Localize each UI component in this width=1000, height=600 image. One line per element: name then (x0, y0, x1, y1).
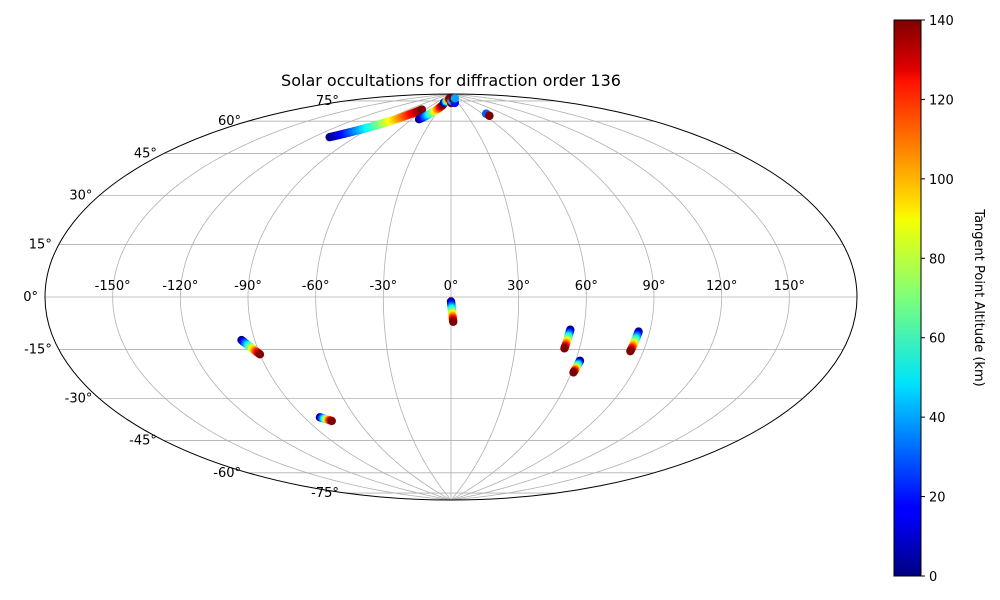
longitude-tick-label: -30° (369, 279, 397, 294)
longitude-tick-label: 30° (507, 279, 530, 294)
longitude-tick-label: 60° (575, 279, 598, 294)
longitude-gridline (247, 94, 452, 500)
latitude-tick-label: -60° (213, 466, 241, 481)
map-area: -150° -120° -90° -60° -30° 0° 30° 60° 90° 120° 150… (23, 93, 858, 501)
occultation-point (450, 94, 460, 103)
longitude-gridline (179, 94, 452, 500)
latitude-tick-labels: -75° -60° -45° -30° -15° 0° 15° 30° 45° 60° 75° (23, 94, 339, 501)
occultation-track (446, 297, 458, 327)
longitude-tick-label: -60° (302, 279, 330, 294)
map-outline (44, 93, 858, 501)
longitude-tick-label: 0° (444, 279, 459, 294)
colorbar-tick-label: 120 (929, 93, 954, 108)
latitude-tick-label: 45° (134, 146, 157, 161)
longitude-tick-label: 150° (774, 279, 805, 294)
longitude-tick-label: 120° (706, 279, 737, 294)
colorbar-tick-label: 60 (929, 332, 946, 347)
longitude-gridline (112, 94, 452, 500)
latitude-tick-label: -75° (311, 486, 339, 501)
colorbar-gradient (893, 19, 922, 577)
latitude-tick-label: -45° (129, 434, 157, 449)
occultation-point (626, 346, 635, 356)
longitude-tick-labels: -150° -120° -90° -60° -30° 0° 30° 60° 90° 120° 150… (95, 279, 805, 294)
occultation-point (255, 350, 265, 359)
longitude-tick-label: 90° (642, 279, 665, 294)
longitude-gridline (450, 94, 655, 500)
colorbar-ticks: 0 20 40 60 80 100 120 140 (921, 14, 954, 585)
occultation-track (569, 356, 585, 377)
longitude-gridline (450, 94, 723, 500)
occultation-track (325, 105, 427, 142)
colorbar-tick-label: 140 (929, 14, 954, 29)
latitude-tick-label: -30° (65, 392, 93, 407)
colorbar-tick-label: 0 (929, 570, 937, 585)
colorbar: 0 20 40 60 80 100 120 140 Tangent Point Altitud… (893, 14, 986, 585)
latitude-tick-label: 15° (29, 237, 52, 252)
longitude-gridline (450, 94, 520, 500)
colorbar-tick-label: 40 (929, 411, 946, 426)
colorbar-tick-label: 100 (929, 173, 954, 188)
colorbar-tick-label: 80 (929, 252, 946, 267)
occultation-point (417, 105, 427, 114)
chart-title: Solar occultations for diffraction order… (281, 71, 621, 90)
occultation-track (414, 100, 448, 124)
longitude-tick-label: -120° (162, 279, 198, 294)
latitude-tick-label: 0° (23, 290, 38, 305)
occultation-point (485, 111, 494, 120)
occultation-track (237, 335, 265, 359)
latitude-tick-label: -15° (24, 343, 52, 358)
longitude-gridline (315, 94, 452, 500)
occultation-track (315, 413, 336, 426)
longitude-gridline (382, 94, 452, 500)
occultation-point (327, 416, 336, 426)
occultation-point (560, 344, 569, 353)
graticule (45, 94, 857, 500)
longitude-tick-label: -90° (234, 279, 262, 294)
occultation-points (237, 94, 643, 426)
longitude-tick-label: -150° (95, 279, 131, 294)
colorbar-label: Tangent Point Altitude (km) (971, 208, 986, 386)
longitude-gridline (450, 94, 587, 500)
occultation-track (560, 325, 575, 353)
colorbar-tick-label: 20 (929, 491, 946, 506)
latitude-tick-label: 30° (69, 189, 92, 204)
latitude-tick-label: 60° (218, 114, 241, 129)
occultation-point (569, 368, 578, 377)
occultation-track (485, 111, 494, 120)
occultation-track (449, 94, 460, 103)
longitude-gridline (450, 94, 790, 500)
occultation-point (449, 317, 458, 327)
latitude-tick-label: 75° (316, 94, 339, 109)
occultation-track (626, 327, 643, 356)
